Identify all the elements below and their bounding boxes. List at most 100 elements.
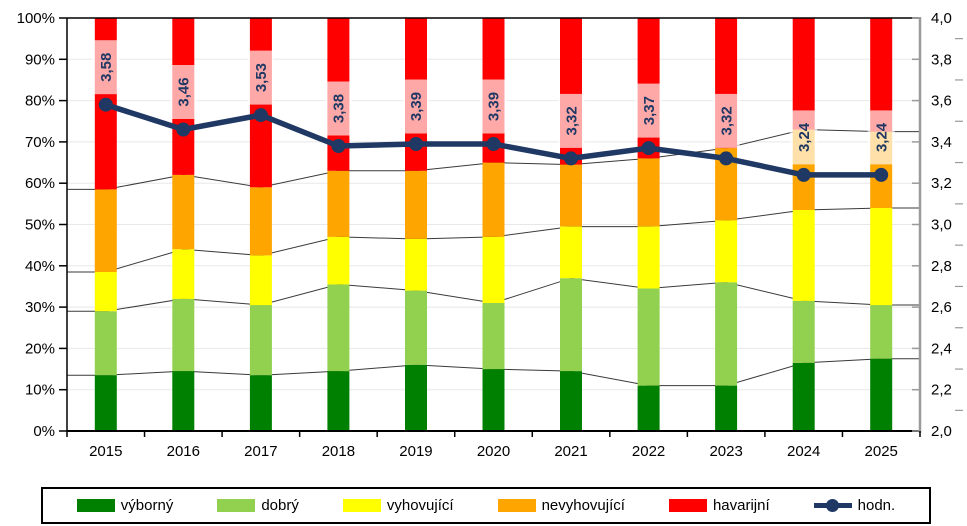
x-axis-year-label: 2021: [554, 443, 587, 460]
line-data-label: 3,46: [176, 77, 193, 106]
line-data-label-box: [867, 110, 895, 165]
legend-color-swatch-icon: [217, 499, 256, 512]
legend-line-marker-icon: [825, 499, 839, 512]
legend-item-vyborny: výborný: [76, 497, 173, 514]
bar-segment-2019-vyborny: [405, 364, 427, 431]
x-axis-year-label: 2016: [167, 443, 200, 460]
bar-segment-2021-nevyhovujici: [560, 164, 582, 227]
left-axis-label: 10%: [25, 382, 55, 399]
right-axis-label: 2,8: [931, 258, 952, 275]
x-axis-year-label: 2025: [865, 443, 898, 460]
line-data-label-box: [557, 93, 585, 148]
bar-segment-2025-vyhovujici: [870, 208, 893, 306]
bar-segment-2019-nevyhovujici: [405, 170, 427, 239]
right-axis-label: 3,8: [931, 51, 952, 68]
bar-segment-2021-vyhovujici: [560, 226, 582, 279]
bar-segment-2025-dobry: [870, 305, 893, 359]
right-axis-label: 2,4: [931, 340, 952, 357]
bar-segment-2020-dobry: [482, 303, 505, 370]
bar-segment-2024-havarijni: [792, 18, 815, 130]
legend-label: dobrý: [261, 497, 299, 514]
bar-segment-2020-vyborny: [482, 369, 505, 431]
legend-label: hodn.: [857, 497, 896, 514]
legend-item-dobry: dobrý: [217, 497, 299, 514]
legend-item-vyhovujici: vyhovující: [342, 497, 454, 514]
legend-color-swatch-icon: [668, 499, 707, 512]
rating-line-marker: [409, 137, 423, 151]
right-axis-label: 3,4: [931, 134, 952, 151]
line-data-label-box: [712, 93, 740, 148]
legend-label: vyhovující: [386, 497, 454, 514]
bar-segment-2015-vyborny: [94, 375, 117, 431]
right-axis-label: 2,6: [931, 299, 952, 316]
bar-segment-2018-vyhovujici: [327, 236, 350, 285]
left-axis-label: 70%: [25, 134, 55, 151]
rating-line-marker: [486, 137, 501, 151]
legend-item-hodn: hodn.: [813, 497, 896, 514]
rating-line-marker: [176, 122, 191, 137]
bar-segment-2021-dobry: [560, 278, 582, 372]
rating-line-marker: [564, 151, 578, 166]
rating-line-marker: [641, 141, 656, 156]
left-axis-label: 40%: [25, 258, 55, 275]
legend-color-swatch-icon: [497, 499, 536, 512]
x-axis-year-label: 2024: [787, 443, 820, 460]
line-data-label: 3,53: [253, 63, 270, 92]
legend-label: havarijní: [712, 497, 770, 514]
bar-segment-2017-nevyhovujici: [249, 187, 272, 256]
chart-legend: výborný dobrý vyhovující nevyhovující havari…: [41, 487, 931, 524]
rating-line-marker: [253, 108, 268, 123]
line-data-label-box: [92, 40, 120, 95]
x-axis-year-label: 2022: [632, 443, 665, 460]
x-axis-year-label: 2015: [89, 443, 122, 460]
x-axis-year-label: 2017: [244, 443, 277, 460]
line-data-label: 3,38: [331, 94, 348, 123]
stacked-bar-chart: 0% 10% 20% 30% 40% 50% 60% 70% 80% 90% 100% 2,0 2,2 2…: [17, 10, 963, 460]
line-data-label-box: [790, 110, 818, 165]
bar-segment-2019-dobry: [405, 290, 427, 365]
line-data-label: 3,32: [718, 106, 735, 135]
bar-segment-2023-dobry: [715, 282, 738, 386]
rating-line-marker: [98, 97, 113, 112]
right-axis-label: 3,0: [931, 217, 952, 234]
bar-segment-2015-dobry: [94, 311, 117, 376]
bar-segment-2025-vyborny: [870, 358, 893, 431]
left-axis-label: 50%: [25, 217, 55, 234]
right-axis-label: 3,2: [931, 175, 952, 192]
bar-segment-2017-vyborny: [249, 375, 272, 431]
bar-segment-2021-vyborny: [560, 371, 582, 431]
bar-segment-2018-dobry: [327, 284, 350, 372]
bar-segment-2023-vyborny: [715, 385, 738, 431]
line-data-label-box: [324, 81, 352, 136]
left-axis-label: 100%: [17, 10, 55, 27]
bar-segment-2022-vyhovujici: [637, 226, 660, 289]
bar-segment-2022-dobry: [637, 288, 660, 386]
right-axis-label: 3,6: [931, 93, 952, 110]
x-axis-year-label: 2023: [709, 443, 742, 460]
line-data-label-box: [635, 83, 663, 138]
legend-line-swatch-icon: [813, 499, 852, 512]
line-data-label-box: [480, 79, 507, 134]
rating-line-marker: [796, 167, 811, 182]
bar-segment-2018-vyborny: [327, 371, 350, 431]
bar-segment-2022-vyborny: [637, 385, 660, 431]
bar-segment-2017-dobry: [249, 305, 272, 376]
line-data-label: 3,58: [98, 53, 115, 82]
legend-color-swatch-icon: [342, 499, 381, 512]
bar-segment-2016-vyborny: [172, 371, 195, 431]
left-axis-label: 90%: [25, 51, 55, 68]
right-axis-label: 2,0: [931, 423, 952, 440]
bar-segment-2024-vyhovujici: [792, 210, 815, 301]
right-axis-label: 4,0: [931, 10, 952, 27]
bar-segment-2024-dobry: [792, 300, 815, 363]
bar-segment-2018-nevyhovujici: [327, 170, 350, 237]
bar-segment-2016-dobry: [172, 298, 195, 372]
left-axis-label: 0%: [33, 423, 55, 440]
line-data-label: 3,37: [641, 96, 658, 125]
x-axis-year-label: 2018: [322, 443, 355, 460]
line-data-label: 3,39: [486, 92, 503, 121]
bar-segment-2024-vyborny: [792, 362, 815, 431]
x-axis-year-label: 2020: [477, 443, 510, 460]
left-axis-label: 20%: [25, 340, 55, 357]
